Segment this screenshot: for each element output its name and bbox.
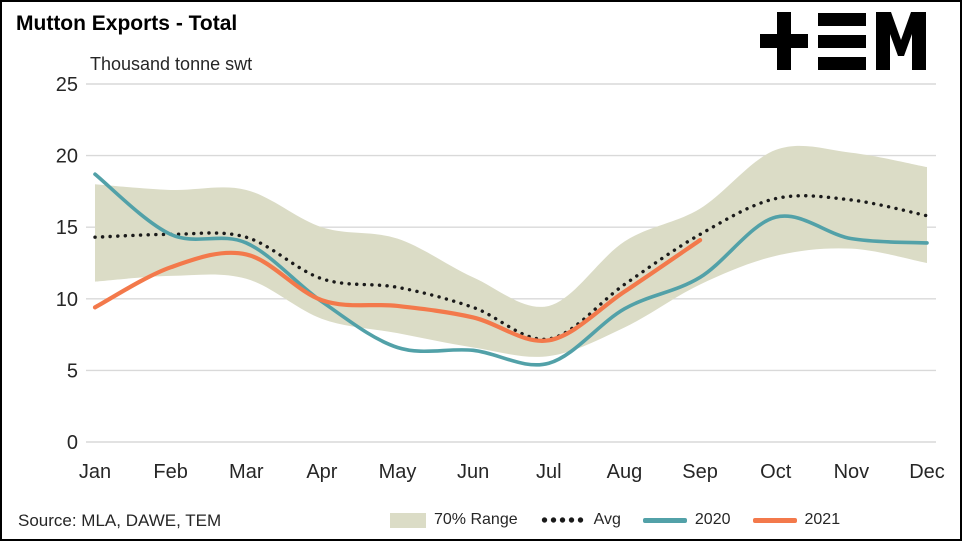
svg-text:Mar: Mar — [229, 461, 264, 483]
svg-text:Aug: Aug — [607, 461, 643, 483]
line-2020-swatch — [642, 517, 687, 523]
avg-dotted-swatch — [539, 516, 586, 524]
chart-area: 0 5 10 15 20 25 Jan Feb Mar Apr May Jun Jul Aug Sep Oct… — [2, 74, 960, 494]
svg-text:0: 0 — [67, 432, 78, 454]
range-band-swatch — [390, 512, 426, 528]
svg-text:10: 10 — [56, 289, 78, 311]
chart-svg: 0 5 10 15 20 25 Jan Feb Mar Apr May Jun Jul Aug Sep Oct… — [56, 74, 945, 483]
svg-text:May: May — [379, 461, 417, 483]
y-axis-units-label: Thousand tonne swt — [90, 54, 253, 74]
legend-item-2020: 2020 — [642, 511, 731, 529]
legend-label-avg: Avg — [593, 511, 621, 528]
legend-label-2021: 2021 — [804, 511, 841, 528]
svg-text:Jun: Jun — [457, 461, 489, 483]
legend-item-avg: Avg — [539, 511, 621, 529]
chart-title: Mutton Exports - Total — [16, 12, 238, 35]
svg-text:Jul: Jul — [536, 461, 562, 483]
svg-text:Oct: Oct — [760, 461, 792, 483]
svg-text:Apr: Apr — [306, 461, 337, 483]
svg-text:20: 20 — [56, 146, 78, 168]
svg-text:Dec: Dec — [909, 461, 945, 483]
source-note: Source: MLA, DAWE, TEM — [18, 511, 222, 530]
svg-text:Nov: Nov — [834, 461, 870, 483]
svg-text:Jan: Jan — [79, 461, 111, 483]
legend-label-range: 70% Range — [434, 511, 518, 528]
svg-text:Sep: Sep — [682, 461, 718, 483]
legend-label-2020: 2020 — [694, 511, 731, 528]
legend-item-range: 70% Range — [390, 511, 518, 529]
line-2021-swatch — [752, 517, 797, 523]
tem-logo-icon — [760, 12, 926, 70]
chart-legend: 70% Range Avg 2020 2021 — [390, 511, 840, 529]
svg-text:25: 25 — [56, 74, 78, 96]
svg-text:Feb: Feb — [153, 461, 187, 483]
svg-text:15: 15 — [56, 217, 78, 239]
legend-item-2021: 2021 — [752, 511, 841, 529]
svg-text:5: 5 — [67, 360, 78, 382]
